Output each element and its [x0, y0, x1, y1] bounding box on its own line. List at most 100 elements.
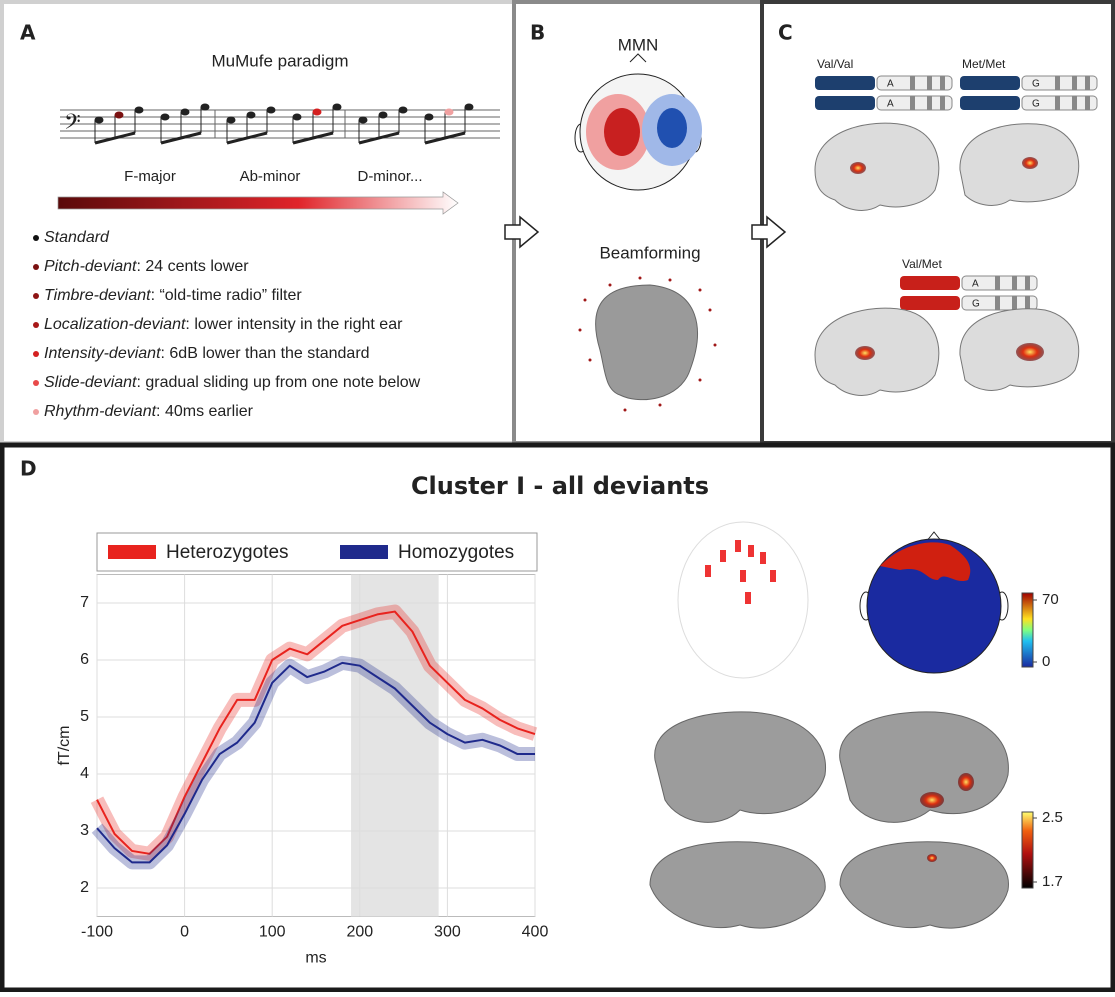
deviant-item: Standard: [44, 229, 110, 246]
deviant-name: Timbre-deviant: [44, 287, 151, 304]
band: [1085, 76, 1090, 90]
colorbar-tick-label: 2.5: [1042, 809, 1063, 826]
note: [135, 107, 144, 114]
chromosome-left: [900, 296, 960, 310]
gradient-arrow: [58, 192, 458, 214]
x-tick-label: 200: [346, 924, 373, 941]
y-tick-label: 2: [80, 879, 89, 896]
key-label: Ab-minor: [240, 168, 301, 185]
deviant-list: Standard Pitch-deviant: 24 cents lower Tim…: [33, 229, 421, 420]
allele: A: [887, 79, 894, 90]
deviant-desc: : 24 cents lower: [137, 258, 250, 275]
cortex: [650, 712, 1008, 928]
note: [181, 109, 190, 116]
band: [927, 96, 932, 110]
chromosome-left: [815, 76, 875, 90]
panel-label: D: [20, 457, 37, 481]
band: [910, 76, 915, 90]
band: [1025, 276, 1030, 290]
band: [1072, 76, 1077, 90]
x-tick-label: -100: [81, 924, 113, 941]
band: [940, 76, 945, 90]
deviant-name: Intensity-deviant: [44, 345, 161, 362]
allele: A: [887, 99, 894, 110]
band: [1055, 96, 1060, 110]
colorbar-tick-label: 0: [1042, 653, 1050, 670]
note: [379, 112, 388, 119]
y-tick-label: 5: [80, 708, 89, 725]
bullet: [33, 409, 39, 415]
legend-swatch: [340, 545, 388, 559]
band: [995, 296, 1000, 310]
arrow: [752, 217, 785, 247]
page: { "panels": { "A": {"label": "A", "title…: [0, 0, 1115, 992]
band: [1012, 296, 1017, 310]
note: [115, 112, 124, 119]
note: [267, 107, 276, 114]
y-axis-label: fT/cm: [56, 726, 73, 766]
band: [1012, 276, 1017, 290]
note: [161, 114, 170, 121]
panel-label: A: [20, 21, 36, 45]
genotype-label: Val/Met: [902, 257, 942, 271]
topomap: [860, 532, 1008, 673]
panel-title: Cluster I - all deviants: [411, 472, 709, 500]
deviant-item: Pitch-deviant: 24 cents lower: [44, 258, 249, 275]
deviant-item: Slide-deviant: gradual sliding up from o…: [44, 374, 421, 391]
deviant-desc: : lower intensity in the right ear: [185, 316, 403, 333]
chromosome-left: [960, 76, 1020, 90]
colorbar-ticks: 1.72.5: [1033, 809, 1063, 890]
x-tick-label: 100: [259, 924, 286, 941]
key-label: F-major: [124, 168, 176, 185]
panel-label: C: [778, 21, 793, 45]
x-axis-label: ms: [305, 950, 326, 967]
y-tick-label: 6: [80, 651, 89, 668]
note: [465, 104, 474, 111]
band: [927, 76, 932, 90]
bullet: [33, 351, 39, 357]
y-tick-label: 3: [80, 822, 89, 839]
deviant-desc: : 40ms earlier: [156, 403, 254, 420]
x-tick-label: 400: [522, 924, 549, 941]
note: [333, 104, 342, 111]
panel-title: Beamforming: [599, 243, 700, 262]
key-label: D-minor...: [357, 168, 422, 185]
colorbar-tick-label: 70: [1042, 591, 1059, 608]
panel-title: MMN: [618, 35, 659, 54]
deviant-name: Pitch-deviant: [44, 258, 137, 275]
note: [359, 117, 368, 124]
band: [995, 276, 1000, 290]
deviant-desc: : 6dB lower than the standard: [161, 345, 370, 362]
allele: G: [972, 299, 980, 310]
deviant-name: Localization-deviant: [44, 316, 186, 333]
arrow: [505, 217, 538, 247]
genotype-label: Val/Val: [817, 57, 853, 71]
note: [227, 117, 236, 124]
band: [1055, 76, 1060, 90]
note: [201, 104, 210, 111]
deviant-name: Standard: [44, 229, 110, 246]
deviant-item: Timbre-deviant: “old-time radio” filter: [44, 287, 302, 304]
allele: A: [972, 279, 979, 290]
chromosome-left: [900, 276, 960, 290]
head-model: [579, 277, 717, 412]
legend-swatch: [108, 545, 156, 559]
colorbar-ticks: 0 70: [1033, 591, 1059, 670]
band: [940, 96, 945, 110]
note: [293, 114, 302, 121]
deviant-item: Rhythm-deviant: 40ms earlier: [44, 403, 254, 420]
band: [1085, 96, 1090, 110]
chromosome-left: [815, 96, 875, 110]
deviant-name: Rhythm-deviant: [44, 403, 157, 420]
legend-label: Heterozygotes: [166, 542, 289, 563]
deviant-item: Localization-deviant: lower intensity in…: [44, 316, 403, 333]
bullet: [33, 322, 39, 328]
note: [445, 109, 454, 116]
sensor-layout: [678, 522, 808, 678]
clef: 𝄢: [64, 110, 81, 140]
band: [1025, 296, 1030, 310]
panel-label: B: [530, 21, 545, 45]
band: [910, 96, 915, 110]
bullet: [33, 380, 39, 386]
